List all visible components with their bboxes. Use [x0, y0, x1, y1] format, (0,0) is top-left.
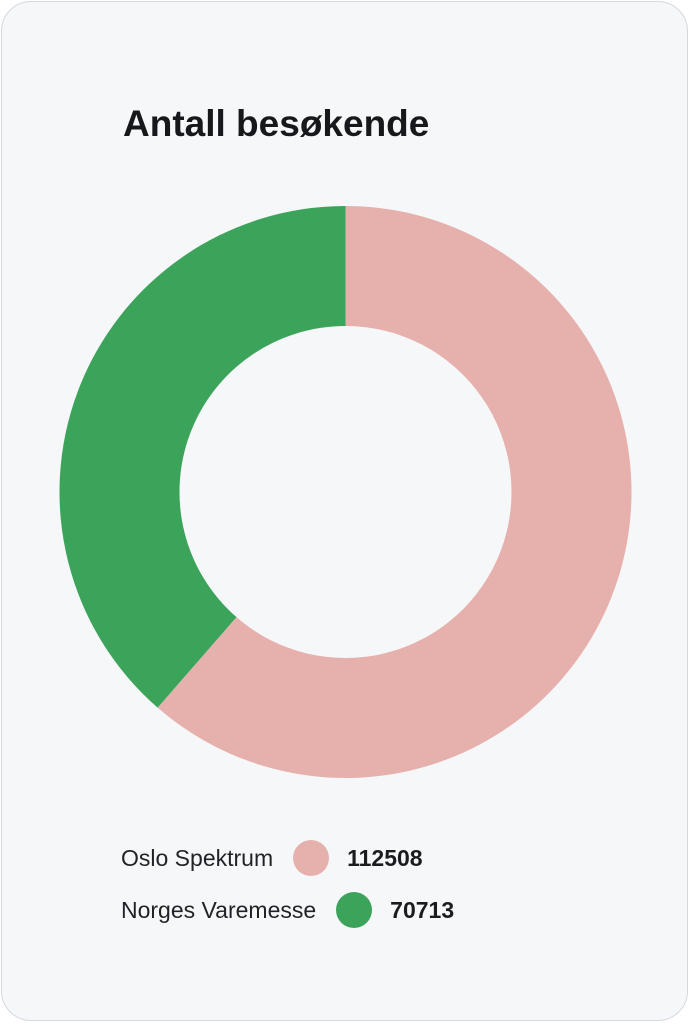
- donut-slices: [59, 206, 632, 779]
- legend-value: 112508: [347, 844, 423, 871]
- donut-slice-oslo-spektrum: [157, 206, 632, 779]
- legend-swatch: [293, 840, 330, 876]
- legend-label: Norges Varemesse: [121, 896, 317, 923]
- chart-legend: Oslo Spektrum 112508 Norges Varemesse 70…: [121, 836, 454, 940]
- legend-swatch: [336, 892, 373, 928]
- legend-value: 70713: [390, 896, 455, 923]
- legend-label: Oslo Spektrum: [121, 844, 274, 871]
- legend-item-oslo-spektrum: Oslo Spektrum 112508: [121, 836, 454, 880]
- donut-slice-norges-varemesse: [59, 206, 346, 708]
- chart-title: Antall besøkende: [123, 103, 430, 144]
- legend-item-norges-varemesse: Norges Varemesse 70713: [121, 888, 454, 932]
